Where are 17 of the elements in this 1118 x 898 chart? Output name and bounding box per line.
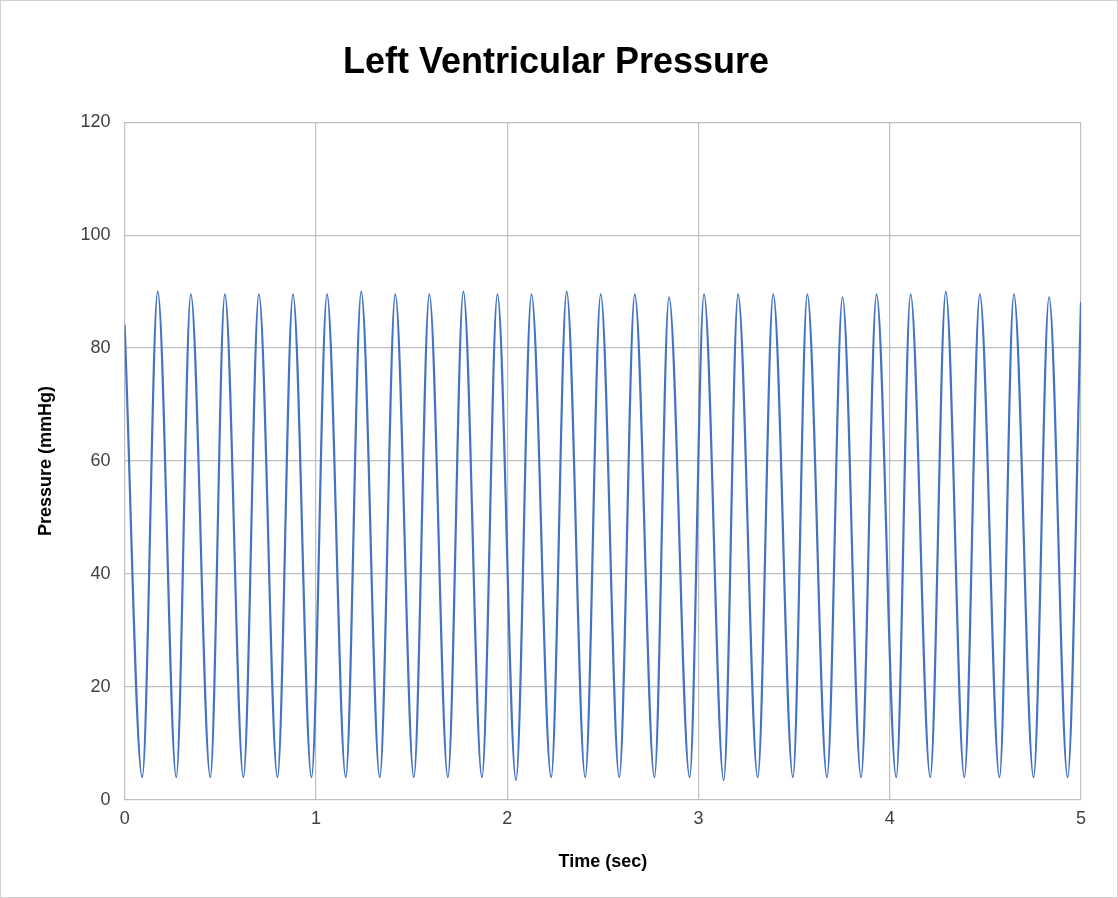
x-tick-label: 4	[884, 807, 895, 828]
y-tick-label: 80	[90, 337, 111, 358]
y-tick-label: 0	[100, 788, 111, 809]
y-tick-label: 100	[80, 224, 111, 245]
x-tick-label: 0	[119, 807, 130, 828]
y-tick-label: 120	[80, 111, 111, 132]
y-tick-label: 60	[90, 449, 111, 470]
chart-title: Left Ventricular Pressure	[342, 39, 770, 81]
x-tick-label: 3	[693, 807, 704, 828]
y-tick-label: 20	[90, 675, 111, 696]
line-series	[124, 290, 1081, 782]
x-axis-title: Time (sec)	[558, 851, 648, 872]
x-tick-label: 5	[1075, 807, 1087, 828]
x-tick-label: 2	[502, 807, 513, 828]
y-axis-title: Pressure (mmHg)	[34, 385, 55, 537]
x-tick-label: 1	[310, 807, 321, 828]
y-tick-label: 40	[90, 562, 111, 583]
